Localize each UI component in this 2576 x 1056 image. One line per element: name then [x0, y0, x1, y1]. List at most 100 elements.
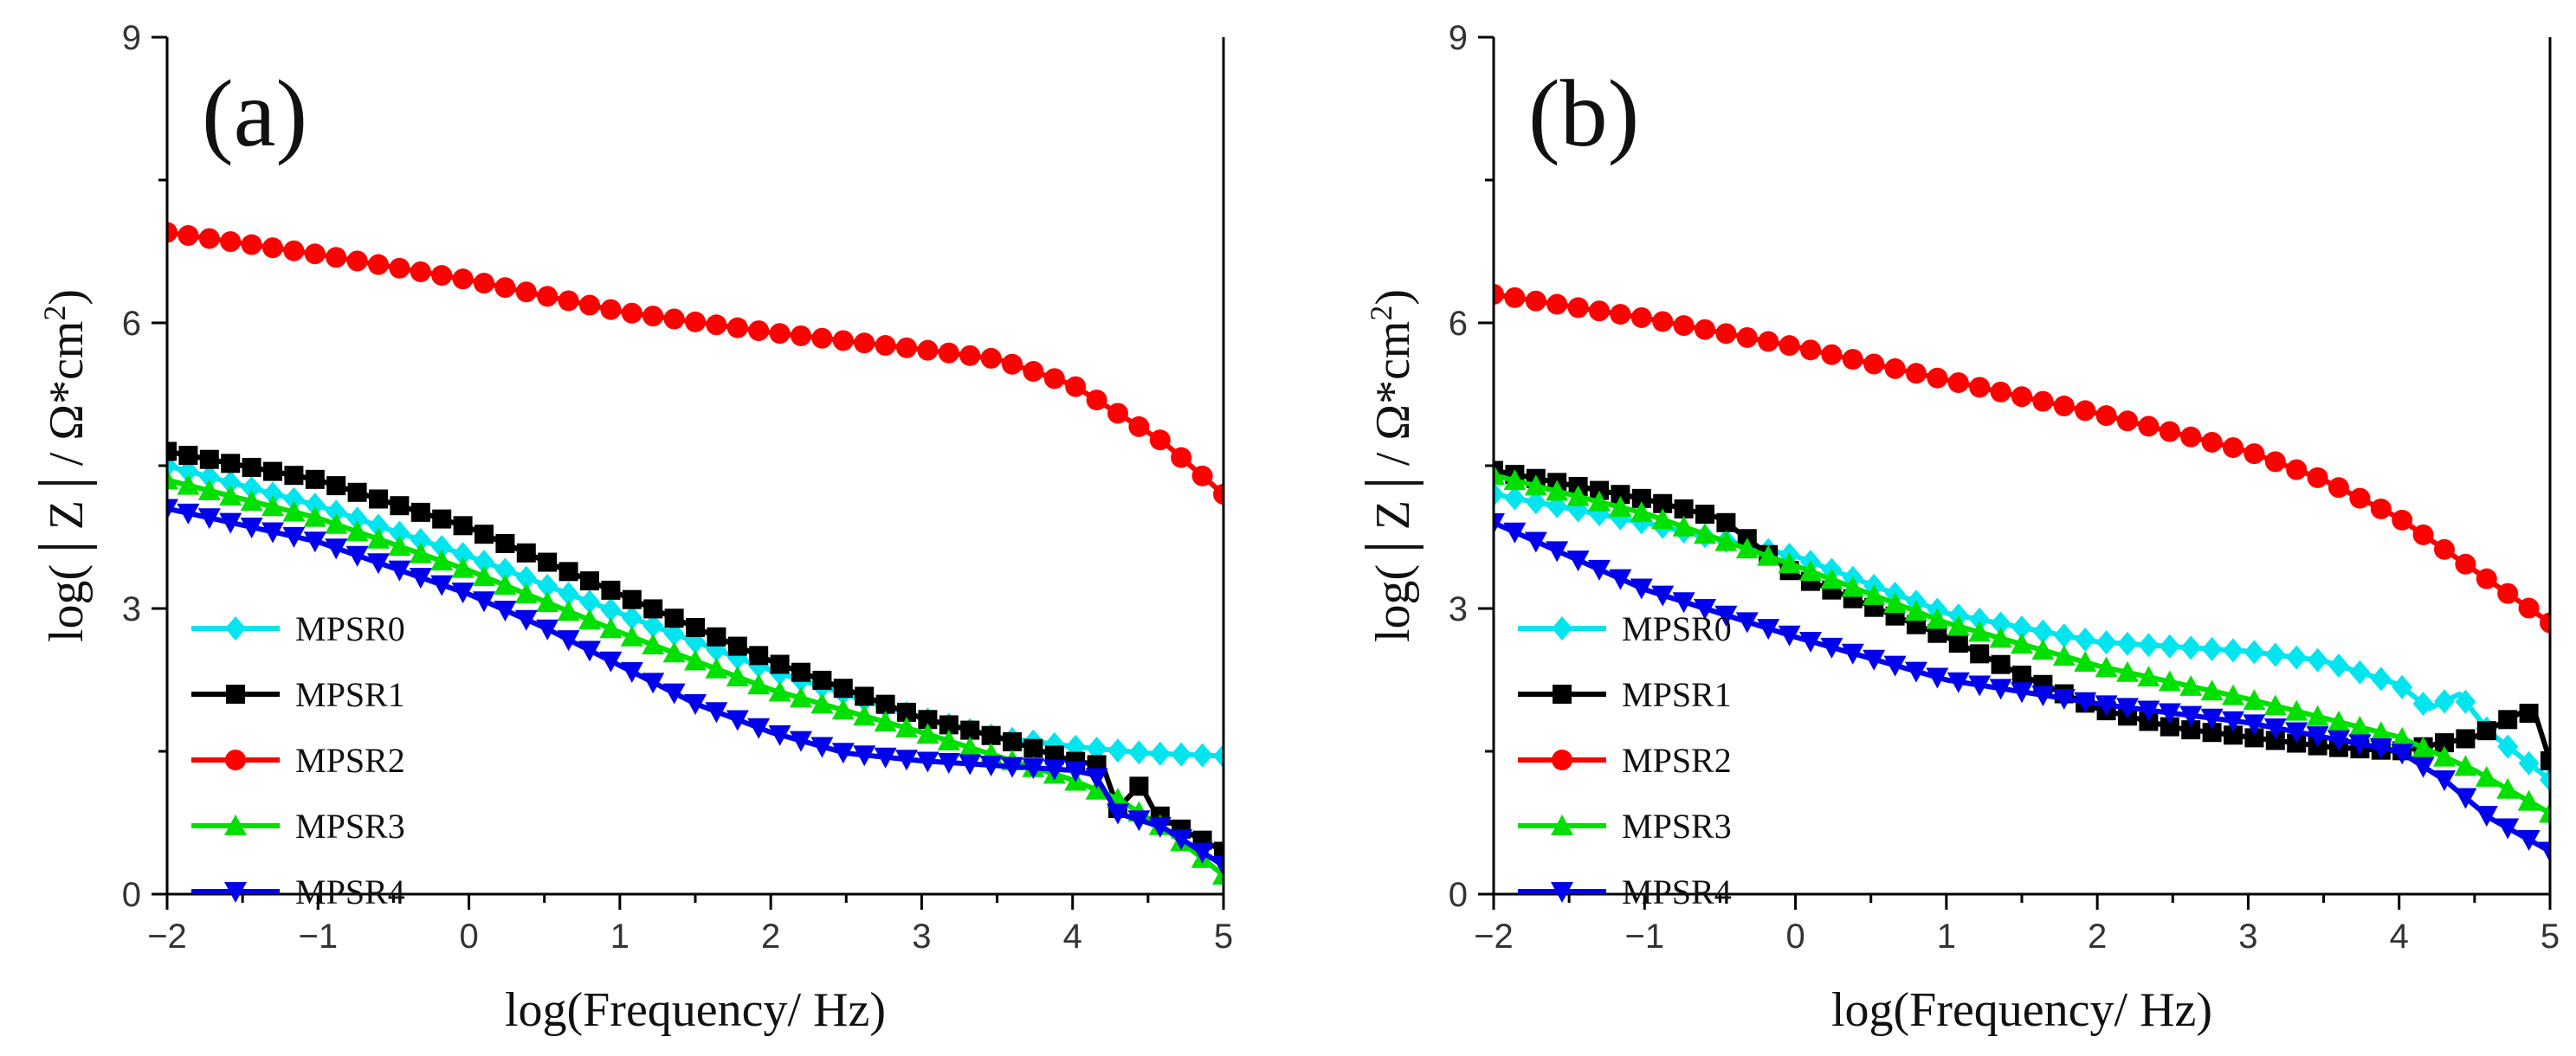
data-point [2243, 714, 2266, 736]
data-point [643, 599, 663, 619]
data-point [2286, 459, 2308, 480]
data-point [939, 715, 959, 735]
series-MPSR4 [1494, 513, 2550, 863]
data-point [241, 475, 262, 500]
data-point [579, 294, 600, 316]
data-point [620, 625, 643, 647]
data-point [1673, 315, 1695, 337]
data-point [432, 509, 452, 529]
data-point [388, 560, 411, 582]
x-tick-label: 5 [1214, 918, 1233, 956]
data-point [2391, 744, 2414, 765]
data-point [810, 692, 834, 714]
data-point [1566, 485, 1590, 506]
data-point [1213, 484, 1223, 505]
data-point [283, 486, 305, 512]
data-point [515, 281, 537, 303]
data-point [240, 518, 263, 539]
data-point [1672, 592, 1695, 614]
data-point [620, 662, 643, 684]
data-point [600, 597, 622, 622]
data-point [1191, 743, 1213, 768]
data-point [2455, 689, 2476, 714]
data-point [1503, 522, 1527, 544]
data-point [959, 754, 982, 776]
data-point [1494, 464, 1505, 485]
data-point [2540, 768, 2550, 792]
data-point [2498, 710, 2518, 730]
data-point [2264, 642, 2286, 667]
legend-item-MPSR3: MPSR3 [191, 807, 405, 846]
data-point [747, 718, 771, 739]
y-axis-title-z: Z [1366, 500, 1420, 530]
data-point [2095, 630, 2117, 655]
y-axis-title-bar: │ [1365, 530, 1424, 564]
data-point [262, 481, 283, 506]
data-point [2011, 682, 2033, 704]
legend-item-MPSR2: MPSR2 [191, 741, 405, 780]
data-point [2370, 666, 2392, 692]
series-MPSR4 [167, 499, 1223, 877]
data-point [198, 464, 220, 489]
y-axis-title-bar: │ [38, 530, 97, 564]
data-point [917, 339, 939, 361]
data-point [1947, 615, 1970, 636]
series-line-MPSR2 [1494, 292, 2550, 625]
legend: MPSR0 MPSR1 MPSR2 MPSR3 MPSR4 [191, 609, 405, 911]
data-point [1589, 300, 1610, 322]
legend: MPSR0 MPSR1 MPSR2 MPSR3 MPSR4 [1518, 609, 1732, 911]
y-axis-title-unit: / Ω*cm [40, 321, 94, 467]
data-point [1863, 353, 1885, 375]
data-point [1524, 474, 1547, 496]
data-point [282, 500, 306, 522]
x-axis-title: log(Frequency/ Hz) [1831, 983, 2212, 1037]
data-point [2475, 806, 2498, 827]
data-point [2370, 498, 2392, 519]
data-point [2519, 704, 2539, 723]
data-point [1990, 381, 2011, 402]
data-point [241, 234, 262, 255]
data-point [685, 311, 706, 332]
y-axis-title-open: log( [40, 564, 94, 642]
data-point [261, 495, 284, 517]
y-axis-title-z: Z [40, 500, 94, 530]
data-point [1820, 637, 1843, 659]
legend-label: MPSR4 [295, 872, 405, 911]
data-point [1969, 377, 1991, 398]
data-point [2518, 750, 2540, 776]
data-point [1023, 738, 1043, 758]
data-point [1524, 531, 1547, 553]
data-point [599, 651, 623, 673]
data-point [874, 711, 897, 732]
data-point [2053, 396, 2075, 417]
data-point [853, 705, 876, 726]
data-point [2137, 666, 2160, 687]
data-point [2539, 802, 2550, 823]
data-point [769, 323, 791, 344]
x-axis-title: log(Frequency/ Hz) [505, 983, 886, 1037]
legend-swatch-marker [225, 750, 246, 770]
data-point [537, 286, 558, 307]
legend-item-MPSR0: MPSR0 [1518, 609, 1732, 648]
data-point [303, 505, 326, 527]
data-point [1086, 390, 1107, 411]
legend-item-MPSR2: MPSR2 [1518, 741, 1732, 780]
data-point [663, 308, 685, 330]
data-point [1651, 508, 1675, 530]
data-point [2411, 736, 2435, 757]
data-point [1610, 304, 1631, 325]
data-point [1086, 736, 1107, 761]
data-point [1926, 667, 1949, 689]
data-point [959, 736, 982, 757]
legend-item-MPSR3: MPSR3 [1518, 807, 1732, 846]
data-point [2074, 692, 2097, 713]
data-point [642, 306, 664, 327]
data-point [1546, 541, 1569, 563]
data-point [178, 446, 198, 466]
data-point [1800, 339, 1821, 361]
data-point [727, 636, 747, 656]
data-point [2454, 788, 2477, 809]
data-point [621, 302, 642, 324]
data-point [1214, 841, 1223, 861]
data-point [1990, 611, 2011, 636]
